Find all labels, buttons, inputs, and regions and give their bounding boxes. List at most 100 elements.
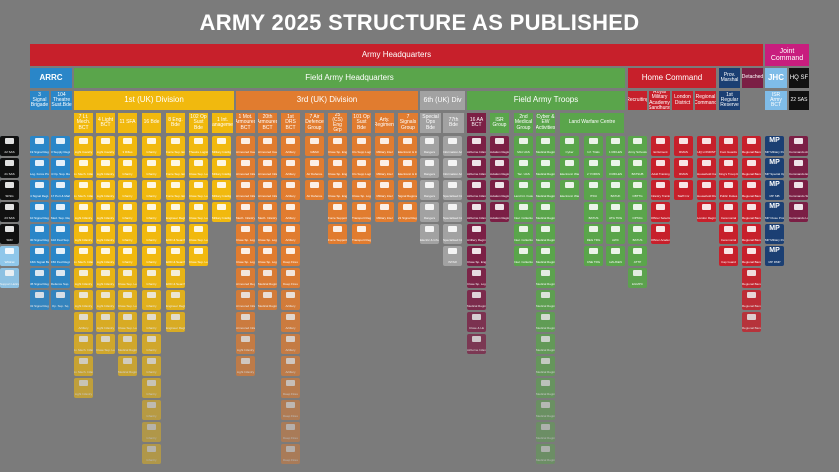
unit-tile[interactable]: Regional Band (742, 224, 761, 244)
unit-tile[interactable]: Close Sp. Logistics (236, 224, 255, 244)
unit-tile[interactable]: 4 Op. Sup. Regt. (51, 158, 70, 178)
unit-tile[interactable]: Close Sup. Logistics (189, 246, 208, 266)
unit-tile[interactable]: Med. Sup. Regt. (51, 202, 70, 222)
unit-tile[interactable]: EOD & Search (166, 246, 185, 266)
unit-tile[interactable]: Aviation Regiment (490, 158, 509, 178)
unit-tile[interactable]: MP MP Close Protection (765, 202, 784, 222)
unit-tile[interactable]: MP MP Military Police (765, 224, 784, 244)
unit-tile[interactable]: ATTP (628, 246, 647, 266)
unit-tile[interactable]: Electronic Warfare (560, 158, 579, 178)
unit-tile[interactable]: BATUK (606, 180, 625, 200)
unit-tile[interactable]: Specialised Infantry (443, 224, 462, 244)
unit-tile[interactable]: Wildcat (0, 246, 19, 266)
unit-tile[interactable]: Infantry (142, 136, 161, 156)
unit-tile[interactable]: BATUS (628, 224, 647, 244)
unit-tile[interactable]: OPTAG (628, 202, 647, 222)
unit-tile[interactable]: Military Intel (375, 202, 394, 222)
unit-tile[interactable]: Transport Regiment (352, 224, 371, 244)
unit-tile[interactable]: MP MP Special Operations (765, 158, 784, 178)
third-division-bar[interactable]: 3rd (UK) Division (236, 91, 418, 110)
unit-tile[interactable]: Infantry (142, 356, 161, 376)
unit-tile[interactable]: Foot Guards (719, 136, 738, 156)
unit-tile[interactable]: Light Infantry (74, 224, 93, 244)
unit-tile[interactable]: Artillery (281, 158, 300, 178)
field-army-troops-bar[interactable]: Field Army Troops (467, 91, 625, 110)
unit-tile[interactable]: Light Infantry (74, 202, 93, 222)
unit-tile[interactable]: Lt. Mech. Infantry (74, 334, 93, 354)
unit-tile[interactable]: SFSG (0, 180, 19, 200)
unit-tile[interactable]: Deep Fires (281, 268, 300, 288)
unit-tile[interactable]: Airborne Infantry (467, 136, 486, 156)
unit-tile[interactable]: BATUS (584, 202, 603, 222)
unit-tile[interactable]: Close Sp. Logistics (258, 246, 277, 266)
unit-tile[interactable]: Engineer Regt. (166, 312, 185, 332)
unit-tile[interactable]: HAUKEN (606, 246, 625, 266)
unit-tile[interactable]: Medical Regiment (258, 268, 277, 288)
unit-tile[interactable]: 23 SAS (0, 202, 19, 222)
unit-tile[interactable]: Light Cavalry (74, 136, 93, 156)
unit-tile[interactable]: Infantry (142, 334, 161, 354)
unit-tile[interactable]: REG TRG (584, 224, 603, 244)
unit-tile[interactable]: Infantry (142, 202, 161, 222)
unit-tile[interactable]: Airborne Infantry (467, 180, 486, 200)
unit-tile[interactable]: Close Sup. Logistics (118, 290, 137, 310)
unit-tile[interactable]: Infantry (118, 224, 137, 244)
unit-tile[interactable]: Medical Regiment (258, 290, 277, 310)
unit-tile[interactable]: Medical Regiment (536, 268, 555, 288)
unit-tile[interactable]: SRR (0, 224, 19, 244)
unit-tile[interactable]: Force Support (328, 202, 347, 222)
unit-tile[interactable]: Medical Regiment (536, 422, 555, 442)
unit-tile[interactable]: Close Sup. Logistics (189, 180, 208, 200)
unit-tile[interactable]: Infantry (142, 422, 161, 442)
unit-tile[interactable]: Medical Regiment (536, 290, 555, 310)
unit-tile[interactable]: Force Sup. Engineer (166, 158, 185, 178)
unit-tile[interactable]: Close & LE (467, 312, 486, 332)
unit-tile[interactable]: Armoured Infantry (236, 290, 255, 310)
unit-tile[interactable]: Air Defence (305, 180, 324, 200)
unit-tile[interactable]: Close Sp. Engineer (467, 246, 486, 266)
unit-tile[interactable]: Military Intelligence (212, 202, 231, 222)
unit-tile[interactable]: Infantry (142, 246, 161, 266)
unit-tile[interactable]: London Regiment (697, 202, 716, 222)
unit-tile[interactable]: Public Duties (719, 180, 738, 200)
unit-tile[interactable]: Deep Fires (281, 422, 300, 442)
unit-tile[interactable]: Close Sup. Logistics (189, 158, 208, 178)
unit-tile[interactable]: Armoured Regiment (236, 268, 255, 288)
home-command-bar[interactable]: Home Command (628, 68, 716, 88)
unit-tile[interactable]: Mech. Infantry (258, 202, 277, 222)
unit-tile[interactable]: 3 RIFLES (606, 158, 625, 178)
unit-tile[interactable]: Infantry (118, 202, 137, 222)
unit-tile[interactable]: Close Sp. Logistics (258, 224, 277, 244)
first-division-bar[interactable]: 1st (UK) Division (74, 91, 234, 110)
unit-tile[interactable]: EOD & Search (166, 224, 185, 244)
unit-tile[interactable]: Signal Regiment (398, 180, 417, 200)
unit-tile[interactable]: 45 Signal Regt. (30, 268, 49, 288)
unit-tile[interactable]: Rangers (420, 136, 439, 156)
unit-tile[interactable]: 17 Port & Maritime (51, 180, 70, 200)
unit-tile[interactable]: Regional Band (742, 290, 761, 310)
unit-tile[interactable]: Lt. Mech. Infantry (74, 356, 93, 376)
unit-tile[interactable]: Transport Regiment (352, 202, 371, 222)
unit-tile[interactable]: Close Sup. Logistics (96, 334, 115, 354)
unit-tile[interactable]: Rangers (420, 202, 439, 222)
unit-tile[interactable]: Artillery (74, 312, 93, 332)
unit-tile[interactable]: Armoured Infantry (258, 158, 277, 178)
army-headquarters-bar[interactable]: Army Headquarters (30, 44, 763, 66)
unit-tile[interactable]: Electronic & Info. Sp. (398, 158, 417, 178)
unit-tile[interactable]: Artillery (281, 180, 300, 200)
unit-tile[interactable]: Close Sup. Logistics (189, 224, 208, 244)
unit-tile[interactable]: Ceremonial (719, 202, 738, 222)
unit-tile[interactable]: Armoured Infantry (236, 312, 255, 332)
unit-tile[interactable]: Armoured Infantry (236, 180, 255, 200)
unit-tile[interactable]: 3 Rifles (118, 136, 137, 156)
unit-tile[interactable]: 32 Signal Regt. (30, 290, 49, 310)
unit-tile[interactable]: Inf. Trials (584, 136, 603, 156)
unit-tile[interactable]: Close Sp. Engineer (328, 180, 347, 200)
unit-tile[interactable]: 16th Signal Batln. (30, 246, 49, 266)
unit-tile[interactable]: Medical Regiment (536, 224, 555, 244)
unit-tile[interactable]: Medical Regiment (536, 356, 555, 376)
unit-tile[interactable]: 30 Signal Regt. (30, 224, 49, 244)
unit-tile[interactable]: Infantry (142, 312, 161, 332)
unit-tile[interactable]: Specialised Infantry (443, 180, 462, 200)
unit-tile[interactable]: Medical Regiment (536, 136, 555, 156)
